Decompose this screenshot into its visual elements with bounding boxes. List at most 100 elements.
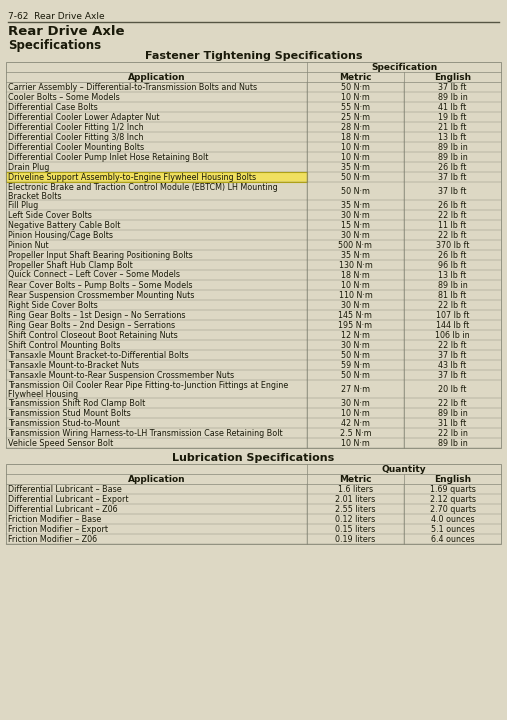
Text: Transmission Oil Cooler Rear Pipe Fitting-to-Junction Fittings at Engine: Transmission Oil Cooler Rear Pipe Fittin… <box>8 381 288 390</box>
Text: English: English <box>434 73 471 81</box>
Text: 10 N·m: 10 N·m <box>341 438 370 448</box>
Text: 10 N·m: 10 N·m <box>341 153 370 161</box>
Text: Differential Cooler Mounting Bolts: Differential Cooler Mounting Bolts <box>8 143 144 151</box>
Text: 22 lb ft: 22 lb ft <box>438 398 467 408</box>
Text: 89 lb in: 89 lb in <box>438 143 467 151</box>
Text: Rear Drive Axle: Rear Drive Axle <box>8 25 125 38</box>
Text: 130 N·m: 130 N·m <box>339 261 373 269</box>
Text: 195 N·m: 195 N·m <box>339 320 373 330</box>
Text: Transmission Shift Rod Clamp Bolt: Transmission Shift Rod Clamp Bolt <box>8 398 145 408</box>
Text: 19 lb ft: 19 lb ft <box>439 112 466 122</box>
Text: 96 lb ft: 96 lb ft <box>439 261 466 269</box>
Text: 5.1 ounces: 5.1 ounces <box>430 524 475 534</box>
Text: Rear Suspension Crossmember Mounting Nuts: Rear Suspension Crossmember Mounting Nut… <box>8 290 194 300</box>
Text: 89 lb in: 89 lb in <box>438 438 467 448</box>
Text: Application: Application <box>128 474 186 484</box>
Text: 50 N·m: 50 N·m <box>341 351 370 359</box>
Text: 2.55 liters: 2.55 liters <box>335 505 376 513</box>
Text: Pinion Housing/Cage Bolts: Pinion Housing/Cage Bolts <box>8 230 113 240</box>
Text: Ring Gear Bolts – 2nd Design – Serrations: Ring Gear Bolts – 2nd Design – Serration… <box>8 320 175 330</box>
Text: Metric: Metric <box>339 73 372 81</box>
Text: 55 N·m: 55 N·m <box>341 102 370 112</box>
Text: 22 lb ft: 22 lb ft <box>438 341 467 349</box>
Text: 22 lb ft: 22 lb ft <box>438 300 467 310</box>
Text: 37 lb ft: 37 lb ft <box>439 371 466 379</box>
Text: Differential Cooler Pump Inlet Hose Retaining Bolt: Differential Cooler Pump Inlet Hose Reta… <box>8 153 208 161</box>
Text: 106 lb in: 106 lb in <box>435 330 470 340</box>
Text: 27 N·m: 27 N·m <box>341 384 370 394</box>
Text: 50 N·m: 50 N·m <box>341 371 370 379</box>
Text: 110 N·m: 110 N·m <box>339 290 373 300</box>
Text: Drain Plug: Drain Plug <box>8 163 49 171</box>
Text: 13 lb ft: 13 lb ft <box>439 132 466 142</box>
Text: Fastener Tightening Specifications: Fastener Tightening Specifications <box>145 51 362 61</box>
Text: Transmission Stud Mount Bolts: Transmission Stud Mount Bolts <box>8 408 131 418</box>
Text: 26 lb ft: 26 lb ft <box>439 163 466 171</box>
Text: Right Side Cover Bolts: Right Side Cover Bolts <box>8 300 98 310</box>
Text: 30 N·m: 30 N·m <box>341 341 370 349</box>
Text: 15 N·m: 15 N·m <box>341 220 370 230</box>
Text: 50 N·m: 50 N·m <box>341 186 370 196</box>
Text: 21 lb ft: 21 lb ft <box>439 122 466 132</box>
Text: 7-62  Rear Drive Axle: 7-62 Rear Drive Axle <box>8 12 104 21</box>
Text: 35 N·m: 35 N·m <box>341 251 370 259</box>
Text: 370 lb ft: 370 lb ft <box>436 240 469 250</box>
Text: 18 N·m: 18 N·m <box>341 271 370 279</box>
Text: 10 N·m: 10 N·m <box>341 92 370 102</box>
Text: Vehicle Speed Sensor Bolt: Vehicle Speed Sensor Bolt <box>8 438 113 448</box>
Text: 89 lb in: 89 lb in <box>438 408 467 418</box>
Text: Metric: Metric <box>339 474 372 484</box>
Text: Rear Cover Bolts – Pump Bolts – Some Models: Rear Cover Bolts – Pump Bolts – Some Mod… <box>8 281 193 289</box>
Text: 22 lb ft: 22 lb ft <box>438 230 467 240</box>
Text: Shift Control Closeout Boot Retaining Nuts: Shift Control Closeout Boot Retaining Nu… <box>8 330 178 340</box>
Bar <box>6 172 307 182</box>
Text: Transaxle Mount-to-Rear Suspension Crossmember Nuts: Transaxle Mount-to-Rear Suspension Cross… <box>8 371 234 379</box>
Text: 89 lb in: 89 lb in <box>438 153 467 161</box>
Text: Differential Lubricant – Z06: Differential Lubricant – Z06 <box>8 505 118 513</box>
Text: 50 N·m: 50 N·m <box>341 83 370 91</box>
Text: Specification: Specification <box>371 63 437 71</box>
Text: 145 N·m: 145 N·m <box>339 310 373 320</box>
Text: 30 N·m: 30 N·m <box>341 398 370 408</box>
Text: Transaxle Mount Bracket-to-Differential Bolts: Transaxle Mount Bracket-to-Differential … <box>8 351 189 359</box>
Text: 0.12 liters: 0.12 liters <box>335 515 376 523</box>
Text: 37 lb ft: 37 lb ft <box>439 83 466 91</box>
Text: 50 N·m: 50 N·m <box>341 173 370 181</box>
Text: 41 lb ft: 41 lb ft <box>439 102 466 112</box>
Text: 2.70 quarts: 2.70 quarts <box>429 505 476 513</box>
Text: 26 lb ft: 26 lb ft <box>439 251 466 259</box>
Text: Left Side Cover Bolts: Left Side Cover Bolts <box>8 210 92 220</box>
Text: Propeller Shaft Hub Clamp Bolt: Propeller Shaft Hub Clamp Bolt <box>8 261 133 269</box>
Text: 2.01 liters: 2.01 liters <box>335 495 376 503</box>
Text: 31 lb ft: 31 lb ft <box>439 418 466 428</box>
Text: 6.4 ounces: 6.4 ounces <box>430 534 475 544</box>
Text: Friction Modifier – Base: Friction Modifier – Base <box>8 515 101 523</box>
Text: 43 lb ft: 43 lb ft <box>439 361 466 369</box>
Text: 89 lb in: 89 lb in <box>438 92 467 102</box>
Text: 0.15 liters: 0.15 liters <box>335 524 376 534</box>
Text: Transmission Wiring Harness-to-LH Transmission Case Retaining Bolt: Transmission Wiring Harness-to-LH Transm… <box>8 428 282 438</box>
Text: 30 N·m: 30 N·m <box>341 300 370 310</box>
Text: 30 N·m: 30 N·m <box>341 230 370 240</box>
Text: 59 N·m: 59 N·m <box>341 361 370 369</box>
Text: Lubrication Specifications: Lubrication Specifications <box>172 453 335 463</box>
Text: 0.19 liters: 0.19 liters <box>335 534 376 544</box>
Text: Quick Connect – Left Cover – Some Models: Quick Connect – Left Cover – Some Models <box>8 271 180 279</box>
Text: 37 lb ft: 37 lb ft <box>439 173 466 181</box>
Text: Shift Control Mounting Bolts: Shift Control Mounting Bolts <box>8 341 120 349</box>
Text: 37 lb ft: 37 lb ft <box>439 351 466 359</box>
Text: Differential Lubricant – Base: Differential Lubricant – Base <box>8 485 122 493</box>
Text: 89 lb in: 89 lb in <box>438 281 467 289</box>
Text: 1.69 quarts: 1.69 quarts <box>429 485 476 493</box>
Text: 30 N·m: 30 N·m <box>341 210 370 220</box>
Text: 12 N·m: 12 N·m <box>341 330 370 340</box>
Text: Flywheel Housing: Flywheel Housing <box>8 390 78 399</box>
Text: 25 N·m: 25 N·m <box>341 112 370 122</box>
Text: 28 N·m: 28 N·m <box>341 122 370 132</box>
Text: Fill Plug: Fill Plug <box>8 200 38 210</box>
Text: 22 lb in: 22 lb in <box>438 428 467 438</box>
Text: 10 N·m: 10 N·m <box>341 281 370 289</box>
Text: 2.12 quarts: 2.12 quarts <box>429 495 476 503</box>
Text: 10 N·m: 10 N·m <box>341 143 370 151</box>
Text: Cooler Bolts – Some Models: Cooler Bolts – Some Models <box>8 92 120 102</box>
